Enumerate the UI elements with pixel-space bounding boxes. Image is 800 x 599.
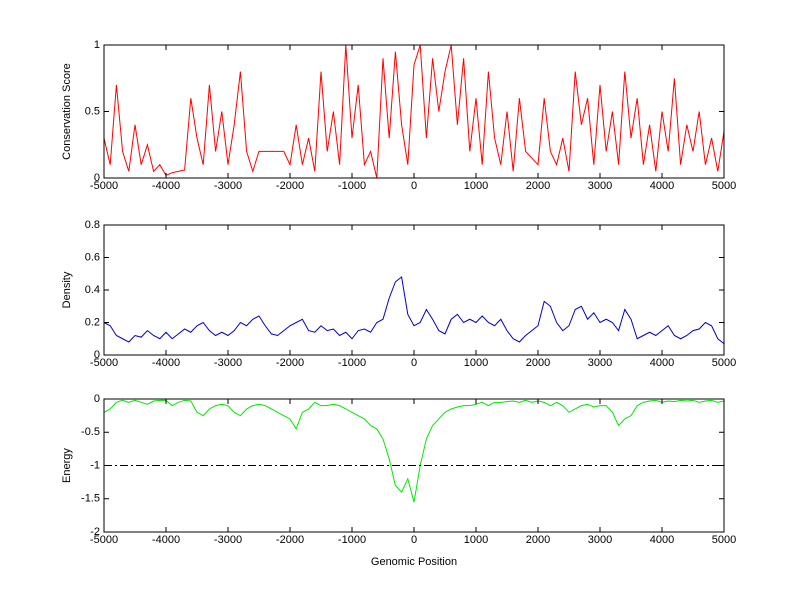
x-tick-label: -1000: [338, 180, 366, 192]
y-tick-label: 0.6: [85, 251, 100, 263]
x-tick-label: -1000: [338, 357, 366, 369]
x-tick-label: -3000: [214, 534, 242, 546]
y-tick-label: -1.5: [81, 493, 100, 505]
y-tick-label: 0: [94, 172, 100, 184]
x-tick-label: 0: [411, 357, 417, 369]
x-tick-label: -4000: [152, 534, 180, 546]
x-tick-label: 2000: [526, 357, 550, 369]
x-tick-label: -4000: [152, 180, 180, 192]
data-line: [103, 276, 725, 345]
axes-background: [104, 225, 724, 355]
y-tick-label: 0.5: [85, 105, 100, 117]
y-tick-label: 0.2: [85, 316, 100, 328]
x-tick-label: 4000: [650, 357, 674, 369]
x-tick-label: -1000: [338, 534, 366, 546]
x-tick-label: 1000: [464, 180, 488, 192]
x-tick-label: 1000: [464, 534, 488, 546]
x-tick-label: 2000: [526, 534, 550, 546]
x-tick-label: 5000: [712, 357, 736, 369]
x-tick-label: -5000: [90, 534, 118, 546]
x-tick-label: 3000: [588, 534, 612, 546]
x-tick-label: 3000: [588, 357, 612, 369]
x-tick-label: 4000: [650, 534, 674, 546]
y-tick-label: 0.8: [85, 219, 100, 231]
x-tick-label: -5000: [90, 357, 118, 369]
y-tick-label: 0: [94, 393, 100, 405]
y-axis-label: Conservation Score: [61, 63, 73, 160]
y-tick-label: 0: [94, 349, 100, 361]
data-line: [103, 399, 725, 503]
x-tick-label: 5000: [712, 534, 736, 546]
x-tick-label: 0: [411, 534, 417, 546]
x-tick-label: -2000: [276, 534, 304, 546]
y-tick-label: 1: [94, 39, 100, 51]
x-tick-label: -3000: [214, 180, 242, 192]
y-axis-label: Energy: [61, 448, 73, 483]
x-tick-label: 3000: [588, 180, 612, 192]
x-axis-label: Genomic Position: [371, 556, 457, 568]
x-tick-label: 4000: [650, 180, 674, 192]
x-tick-label: 0: [411, 180, 417, 192]
y-tick-label: -2: [90, 526, 100, 538]
y-tick-label: -1: [90, 459, 100, 471]
x-tick-label: -3000: [214, 357, 242, 369]
y-tick-label: -0.5: [81, 426, 100, 438]
x-tick-label: 2000: [526, 180, 550, 192]
x-tick-label: -4000: [152, 357, 180, 369]
x-tick-label: 1000: [464, 357, 488, 369]
x-tick-label: -2000: [276, 180, 304, 192]
x-tick-label: -5000: [90, 180, 118, 192]
data-line: [103, 44, 725, 179]
x-tick-label: -2000: [276, 357, 304, 369]
x-tick-label: 5000: [712, 180, 736, 192]
y-tick-label: 0.4: [85, 284, 100, 296]
y-axis-label: Density: [61, 271, 73, 308]
